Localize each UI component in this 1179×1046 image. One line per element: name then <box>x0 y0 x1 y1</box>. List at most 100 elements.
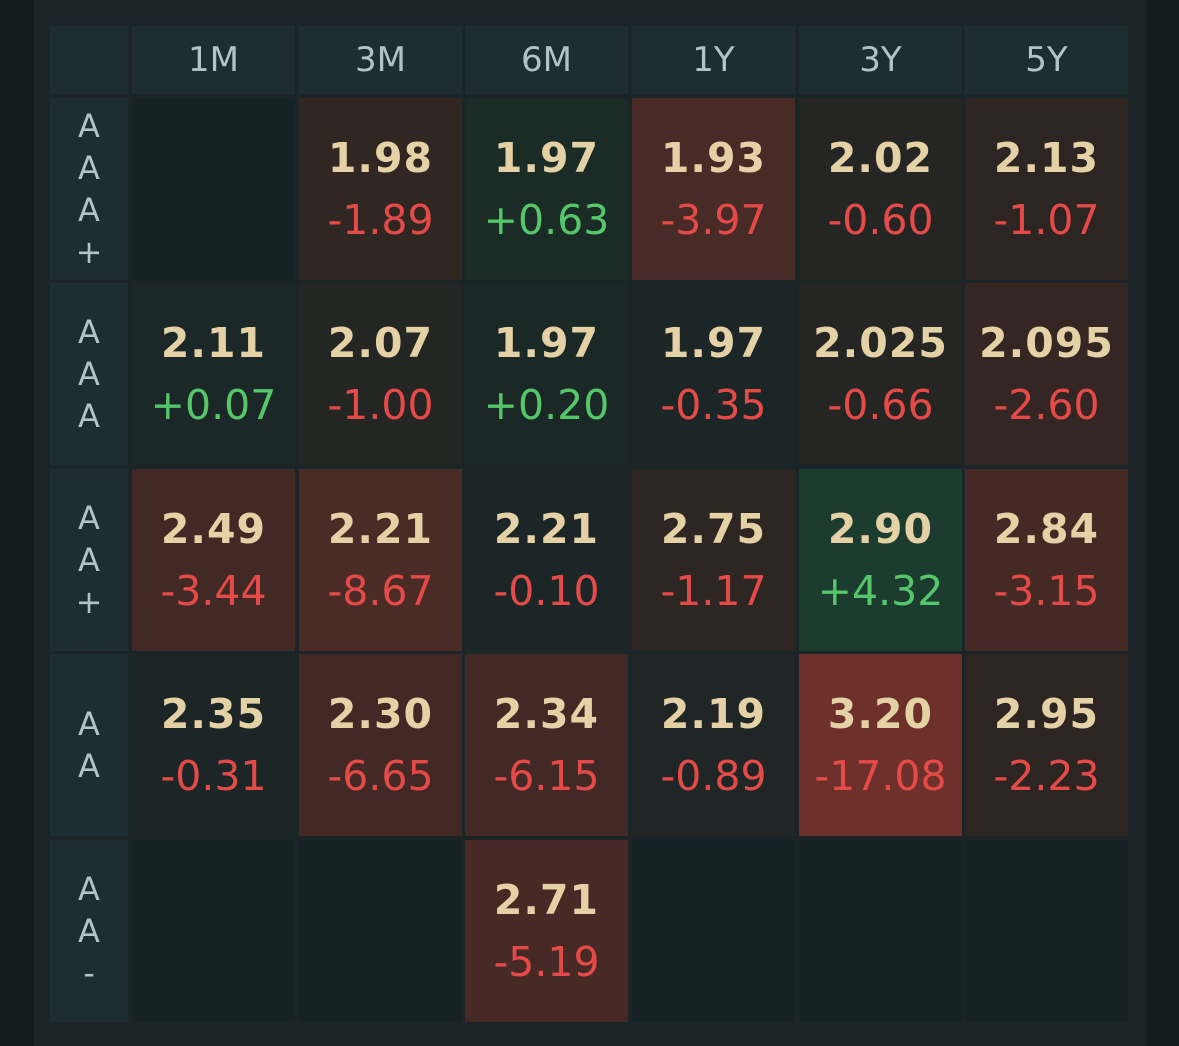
row-label-char: A <box>78 107 100 145</box>
cell-yield-value: 2.025 <box>813 319 948 367</box>
row-label-char: A <box>78 870 100 908</box>
row-label-char: A <box>78 149 100 187</box>
cell-change-value: -0.35 <box>660 381 767 429</box>
column-header-1m[interactable]: 1M <box>132 26 295 94</box>
heatmap-cell[interactable]: 2.19 -0.89 <box>632 654 795 836</box>
cell-change-value: -3.44 <box>160 567 267 615</box>
cell-change-value: -3.15 <box>993 567 1100 615</box>
heatmap-cell[interactable]: 2.49 -3.44 <box>132 469 295 651</box>
heatmap-cell <box>965 840 1128 1022</box>
heatmap-cell[interactable]: 3.20 -17.08 <box>799 654 962 836</box>
cell-yield-value: 1.97 <box>493 134 600 182</box>
cell-change-value: +0.07 <box>150 381 277 429</box>
heatmap-cell[interactable]: 2.07 -1.00 <box>299 283 462 465</box>
cell-change-value: -8.67 <box>327 567 434 615</box>
column-header-3m[interactable]: 3M <box>299 26 462 94</box>
heatmap-cell[interactable]: 2.095 -2.60 <box>965 283 1128 465</box>
heatmap-cell[interactable]: 2.35 -0.31 <box>132 654 295 836</box>
heatmap-cell[interactable]: 2.025 -0.66 <box>799 283 962 465</box>
cell-change-value: -0.66 <box>827 381 934 429</box>
cell-yield-value: 2.71 <box>493 876 600 924</box>
cell-change-value: -6.15 <box>493 752 600 800</box>
cell-yield-value: 2.34 <box>493 690 600 738</box>
heatmap-cell <box>632 840 795 1022</box>
cell-change-value: +0.20 <box>483 381 610 429</box>
heatmap-cell[interactable]: 1.93 -3.97 <box>632 98 795 280</box>
row-label-char: A <box>78 191 100 229</box>
cell-change-value: -0.10 <box>493 567 600 615</box>
cell-yield-value: 2.95 <box>993 690 1100 738</box>
cell-yield-value: 1.98 <box>327 134 434 182</box>
yield-heatmap-grid: 1M 3M 6M 1Y 3Y 5Y A A A +1.98 -1.89 1.97 +0.63 1.93 -3… <box>50 26 1130 1022</box>
heatmap-cell[interactable]: 2.02 -0.60 <box>799 98 962 280</box>
cell-change-value: -3.97 <box>660 196 767 244</box>
cell-change-value: -2.23 <box>993 752 1100 800</box>
cell-change-value: -1.17 <box>660 567 767 615</box>
row-label-char: A <box>78 912 100 950</box>
row-label-char: + <box>75 583 103 621</box>
cell-yield-value: 2.49 <box>160 505 267 553</box>
row-label-char: - <box>83 954 95 992</box>
cell-yield-value: 1.97 <box>493 319 600 367</box>
heatmap-cell[interactable]: 1.97 -0.35 <box>632 283 795 465</box>
cell-change-value: -5.19 <box>493 938 600 986</box>
heatmap-cell[interactable]: 1.97 +0.20 <box>465 283 628 465</box>
cell-change-value: -6.65 <box>327 752 434 800</box>
heatmap-cell[interactable]: 2.30 -6.65 <box>299 654 462 836</box>
heatmap-cell[interactable]: 1.97 +0.63 <box>465 98 628 280</box>
cell-yield-value: 2.07 <box>327 319 434 367</box>
heatmap-cell <box>799 840 962 1022</box>
column-header-3y[interactable]: 3Y <box>799 26 962 94</box>
cell-yield-value: 3.20 <box>827 690 934 738</box>
cell-yield-value: 2.90 <box>827 505 934 553</box>
row-label-char: + <box>75 233 103 271</box>
row-label-char: A <box>78 747 100 785</box>
cell-change-value: -1.07 <box>993 196 1100 244</box>
heatmap-cell[interactable]: 2.84 -3.15 <box>965 469 1128 651</box>
cell-change-value: -0.60 <box>827 196 934 244</box>
heatmap-cell[interactable]: 2.11 +0.07 <box>132 283 295 465</box>
row-label-1: A A A + <box>50 98 128 280</box>
cell-change-value: +0.63 <box>483 196 610 244</box>
corner-header-cell <box>50 26 128 94</box>
column-header-5y[interactable]: 5Y <box>965 26 1128 94</box>
column-header-1y[interactable]: 1Y <box>632 26 795 94</box>
heatmap-cell <box>132 98 295 280</box>
cell-change-value: -2.60 <box>993 381 1100 429</box>
cell-change-value: -1.00 <box>327 381 434 429</box>
row-label-3: A A + <box>50 469 128 651</box>
heatmap-cell[interactable]: 2.34 -6.15 <box>465 654 628 836</box>
cell-yield-value: 2.11 <box>160 319 267 367</box>
heatmap-cell[interactable]: 2.13 -1.07 <box>965 98 1128 280</box>
cell-yield-value: 2.13 <box>993 134 1100 182</box>
heatmap-cell[interactable]: 2.21 -0.10 <box>465 469 628 651</box>
row-label-char: A <box>78 541 100 579</box>
heatmap-cell[interactable]: 2.75 -1.17 <box>632 469 795 651</box>
cell-yield-value: 1.97 <box>660 319 767 367</box>
cell-yield-value: 2.84 <box>993 505 1100 553</box>
cell-yield-value: 2.02 <box>827 134 934 182</box>
cell-change-value: -0.89 <box>660 752 767 800</box>
row-label-char: A <box>78 499 100 537</box>
row-label-char: A <box>78 313 100 351</box>
cell-yield-value: 2.35 <box>160 690 267 738</box>
cell-yield-value: 2.095 <box>979 319 1114 367</box>
heatmap-cell[interactable]: 1.98 -1.89 <box>299 98 462 280</box>
column-header-6m[interactable]: 6M <box>465 26 628 94</box>
cell-yield-value: 2.75 <box>660 505 767 553</box>
heatmap-cell[interactable]: 2.95 -2.23 <box>965 654 1128 836</box>
heatmap-cell[interactable]: 2.21 -8.67 <box>299 469 462 651</box>
heatmap-cell[interactable]: 2.71 -5.19 <box>465 840 628 1022</box>
row-label-char: A <box>78 355 100 393</box>
row-label-char: A <box>78 397 100 435</box>
cell-change-value: -17.08 <box>814 752 947 800</box>
cell-yield-value: 1.93 <box>660 134 767 182</box>
row-label-char: A <box>78 705 100 743</box>
cell-yield-value: 2.21 <box>327 505 434 553</box>
cell-change-value: +4.32 <box>817 567 944 615</box>
cell-yield-value: 2.21 <box>493 505 600 553</box>
heatmap-cell[interactable]: 2.90 +4.32 <box>799 469 962 651</box>
